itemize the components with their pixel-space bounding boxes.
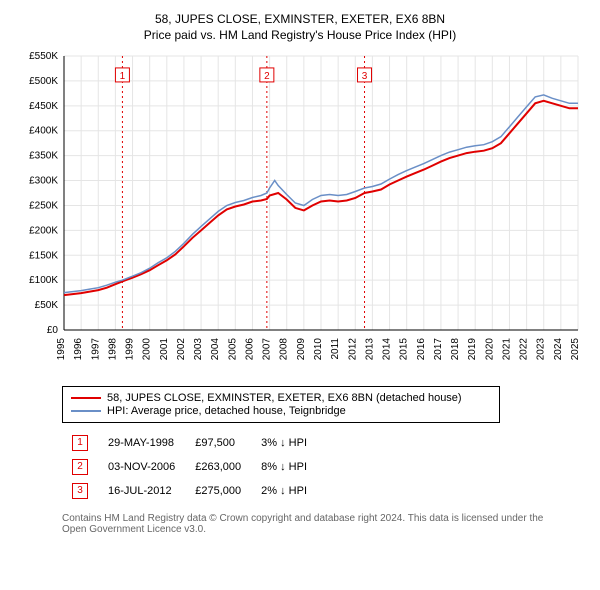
sale-delta: 2% ↓ HPI bbox=[251, 479, 317, 503]
svg-text:£300K: £300K bbox=[29, 176, 58, 187]
svg-text:2: 2 bbox=[264, 71, 270, 82]
legend-label: HPI: Average price, detached house, Teig… bbox=[107, 405, 346, 417]
svg-text:£350K: £350K bbox=[29, 151, 58, 162]
svg-text:2019: 2019 bbox=[467, 338, 478, 361]
legend-row: HPI: Average price, detached house, Teig… bbox=[71, 405, 491, 417]
chart-title: 58, JUPES CLOSE, EXMINSTER, EXETER, EX6 … bbox=[12, 12, 588, 26]
svg-text:2022: 2022 bbox=[519, 338, 530, 361]
svg-text:2008: 2008 bbox=[279, 338, 290, 361]
sale-price: £275,000 bbox=[185, 479, 251, 503]
legend-row: 58, JUPES CLOSE, EXMINSTER, EXETER, EX6 … bbox=[71, 392, 491, 404]
svg-text:£550K: £550K bbox=[29, 51, 58, 62]
svg-text:1995: 1995 bbox=[56, 338, 67, 361]
svg-text:£150K: £150K bbox=[29, 250, 58, 261]
svg-text:2012: 2012 bbox=[347, 338, 358, 361]
sale-price: £97,500 bbox=[185, 431, 251, 455]
legend-label: 58, JUPES CLOSE, EXMINSTER, EXETER, EX6 … bbox=[107, 392, 462, 404]
svg-text:2011: 2011 bbox=[330, 338, 341, 360]
svg-text:2003: 2003 bbox=[193, 338, 204, 361]
svg-text:2016: 2016 bbox=[416, 338, 427, 361]
sale-marker: 1 bbox=[72, 435, 88, 451]
svg-text:1998: 1998 bbox=[107, 338, 118, 361]
svg-text:2000: 2000 bbox=[142, 338, 153, 361]
sale-price: £263,000 bbox=[185, 455, 251, 479]
svg-text:£250K: £250K bbox=[29, 200, 58, 211]
sale-date: 03-NOV-2006 bbox=[98, 455, 185, 479]
svg-text:2004: 2004 bbox=[210, 338, 221, 361]
svg-text:2021: 2021 bbox=[501, 338, 512, 361]
svg-text:2013: 2013 bbox=[364, 338, 375, 361]
svg-text:£50K: £50K bbox=[35, 300, 59, 311]
svg-text:2009: 2009 bbox=[296, 338, 307, 361]
svg-text:2017: 2017 bbox=[433, 338, 444, 361]
attribution-text: Contains HM Land Registry data © Crown c… bbox=[62, 513, 562, 535]
table-row: 2 03-NOV-2006£263,0008% ↓ HPI bbox=[62, 455, 317, 479]
sales-table: 1 29-MAY-1998£97,5003% ↓ HPI 2 03-NOV-2006£… bbox=[62, 431, 317, 503]
svg-text:2005: 2005 bbox=[227, 338, 238, 361]
legend: 58, JUPES CLOSE, EXMINSTER, EXETER, EX6 … bbox=[62, 386, 500, 423]
chart-container: £0 £50K £100K £150K £200K £250K £300K £350K £400… bbox=[12, 50, 588, 380]
svg-text:2014: 2014 bbox=[382, 338, 393, 361]
svg-text:£400K: £400K bbox=[29, 126, 58, 137]
svg-text:2001: 2001 bbox=[159, 338, 170, 361]
svg-text:2002: 2002 bbox=[176, 338, 187, 361]
sale-date: 29-MAY-1998 bbox=[98, 431, 185, 455]
svg-text:2020: 2020 bbox=[484, 338, 495, 361]
svg-text:2006: 2006 bbox=[244, 338, 255, 361]
sale-delta: 8% ↓ HPI bbox=[251, 455, 317, 479]
sale-marker: 3 bbox=[72, 483, 88, 499]
svg-text:2024: 2024 bbox=[553, 338, 564, 361]
svg-text:2010: 2010 bbox=[313, 338, 324, 361]
legend-swatch bbox=[71, 410, 101, 412]
svg-text:3: 3 bbox=[362, 71, 368, 82]
svg-text:1996: 1996 bbox=[73, 338, 84, 361]
svg-text:2018: 2018 bbox=[450, 338, 461, 361]
svg-text:£0: £0 bbox=[47, 325, 59, 336]
line-chart: £0 £50K £100K £150K £200K £250K £300K £350K £400… bbox=[12, 50, 588, 380]
svg-text:1: 1 bbox=[120, 71, 126, 82]
svg-text:1999: 1999 bbox=[125, 338, 136, 361]
svg-text:£200K: £200K bbox=[29, 225, 58, 236]
svg-text:1997: 1997 bbox=[90, 338, 101, 361]
svg-text:£450K: £450K bbox=[29, 101, 58, 112]
svg-text:£500K: £500K bbox=[29, 76, 58, 87]
svg-text:2015: 2015 bbox=[399, 338, 410, 361]
table-row: 1 29-MAY-1998£97,5003% ↓ HPI bbox=[62, 431, 317, 455]
svg-text:2007: 2007 bbox=[262, 338, 273, 361]
sale-marker: 2 bbox=[72, 459, 88, 475]
sale-delta: 3% ↓ HPI bbox=[251, 431, 317, 455]
svg-text:2023: 2023 bbox=[536, 338, 547, 361]
chart-subtitle: Price paid vs. HM Land Registry's House … bbox=[12, 28, 588, 42]
table-row: 3 16-JUL-2012£275,0002% ↓ HPI bbox=[62, 479, 317, 503]
sale-date: 16-JUL-2012 bbox=[98, 479, 185, 503]
svg-text:£100K: £100K bbox=[29, 275, 58, 286]
svg-text:2025: 2025 bbox=[570, 338, 581, 361]
legend-swatch bbox=[71, 397, 101, 399]
